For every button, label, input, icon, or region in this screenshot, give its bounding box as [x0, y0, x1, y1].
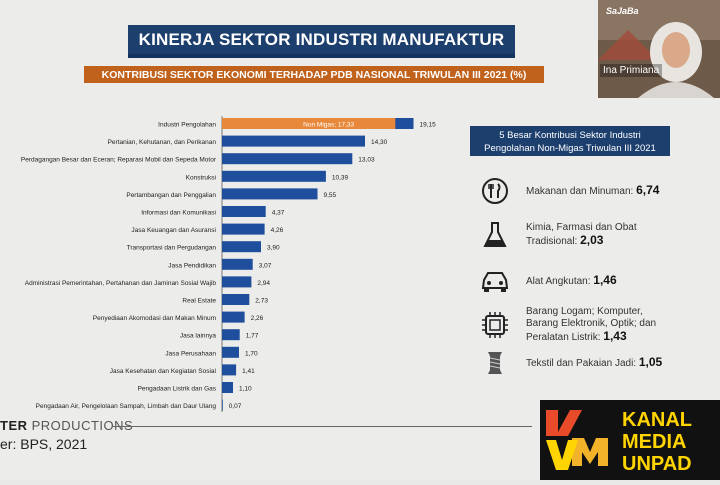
- category-label-13: Jasa Perusahaan: [165, 350, 216, 357]
- kanal-logo-mark: KANAL MEDIA UNPAD: [540, 400, 720, 480]
- value-label-4: 9,55: [324, 192, 337, 199]
- flask-icon: [480, 220, 510, 250]
- value-label-1: 14,30: [371, 139, 388, 146]
- bar-1: [222, 135, 365, 147]
- bar-5: [222, 206, 266, 217]
- top5-item-electronics: Barang Logam; Komputer, Barang Elektroni…: [480, 306, 670, 344]
- value-label-2: 13,03: [358, 157, 375, 164]
- top5-item-food: Makanan dan Minuman: 6,74: [480, 176, 670, 206]
- slide-title: KINERJA SEKTOR INDUSTRI MANUFAKTUR: [128, 25, 515, 58]
- category-label-10: Real Estate: [182, 298, 216, 305]
- chip-icon: [480, 310, 510, 340]
- value-label-0: 19,15: [420, 122, 437, 129]
- production-credit-rest: PRODUCTIONS: [31, 418, 134, 433]
- category-label-15: Pengadaan Listrik dan Gas: [138, 386, 217, 393]
- value-label-7: 3,90: [267, 245, 280, 252]
- value-label-9: 2,94: [257, 280, 270, 287]
- brand-line1: KANAL: [622, 409, 692, 431]
- bar-6: [222, 223, 265, 235]
- bar-highlight-nonmigas: [222, 118, 396, 129]
- value-label-12: 1,77: [246, 333, 259, 340]
- value-label-6: 4,26: [271, 227, 284, 234]
- bar-chart-svg: Non Migas; 17,33 Industri Pengolahan 19,15…: [21, 116, 437, 418]
- value-label-11: 2,26: [251, 315, 264, 322]
- value-label-3: 10,39: [332, 174, 349, 181]
- bar-10: [222, 294, 250, 305]
- bar-16: [222, 399, 223, 411]
- bar-2: [222, 153, 353, 165]
- category-label-3: Konstruksi: [186, 174, 216, 181]
- food-icon: [480, 176, 510, 206]
- bar-11: [222, 311, 245, 323]
- category-label-16: Pengadaan Air, Pengelolaan Sampah, Limba…: [36, 403, 217, 410]
- category-label-5: Informasi dan Komunikasi: [141, 210, 216, 217]
- brand-line3: UNPAD: [622, 453, 692, 475]
- top5-panel-header: 5 Besar Kontribusi Sektor Industri Pengo…: [470, 126, 670, 156]
- top5-panel: 5 Besar Kontribusi Sektor Industri Pengo…: [470, 126, 670, 401]
- category-label-14: Jasa Kesehatan dan Kegiatan Sosial: [110, 368, 217, 375]
- chart-subtitle: KONTRIBUSI SEKTOR EKONOMI TERHADAP PDB N…: [84, 66, 544, 83]
- top5-item-textile: Tekstil dan Pakaian Jadi: 1,05: [480, 348, 670, 378]
- bar-12: [222, 329, 240, 341]
- brand-line2: MEDIA: [622, 431, 686, 453]
- category-label-9: Administrasi Pemerintahan, Pertahanan da…: [25, 280, 217, 287]
- value-label-13: 1,70: [245, 350, 258, 357]
- webcam-video: SaJaBa: [598, 0, 720, 98]
- bar-8: [222, 258, 253, 270]
- top5-header-line2: Pengolahan Non-Migas Triwulan III 2021: [484, 143, 656, 154]
- value-label-14: 1,41: [242, 368, 255, 375]
- category-label-11: Penyediaan Akomodasi dan Makan Minum: [93, 315, 216, 322]
- top5-value-electronics: 1,43: [603, 329, 627, 343]
- bar-15: [222, 382, 233, 393]
- production-credit: TER PRODUCTIONS: [0, 418, 133, 433]
- bar-3: [222, 170, 326, 182]
- category-label-8: Jasa Pendidikan: [168, 262, 216, 269]
- top5-value-food: 6,74: [636, 183, 660, 197]
- top5-item-chemical: Kimia, Farmasi dan Obat Tradisional: 2,0…: [480, 220, 670, 250]
- bar-9: [222, 276, 252, 288]
- production-credit-bold: TER: [0, 418, 28, 433]
- top5-value-textile: 1,05: [638, 355, 663, 369]
- footer-divider: [112, 426, 532, 427]
- top5-label-vehicle: Alat Angkutan:: [526, 276, 591, 287]
- value-label-5: 4,37: [272, 210, 285, 217]
- value-label-16: 0,07: [229, 403, 242, 410]
- top5-label-food: Makanan dan Minuman:: [526, 186, 634, 197]
- category-label-2: Perdagangan Besar dan Eceran; Reparasi M…: [21, 157, 217, 164]
- value-label-10: 2,73: [255, 298, 268, 305]
- top5-item-vehicle: Alat Angkutan: 1,46: [480, 266, 670, 296]
- category-label-0: Industri Pengolahan: [158, 122, 216, 129]
- top5-label-electronics: Barang Logam; Komputer, Barang Elektroni…: [526, 306, 657, 343]
- thread-icon: [480, 348, 510, 378]
- top5-label-chemical: Kimia, Farmasi dan Obat Tradisional:: [526, 222, 637, 247]
- bar-7: [222, 241, 261, 253]
- car-icon: [480, 266, 510, 296]
- bar-highlight-label: Non Migas; 17,33: [303, 122, 354, 129]
- top5-label-textile: Tekstil dan Pakaian Jadi:: [526, 358, 637, 369]
- participant-name: Ina Primiana: [600, 64, 663, 77]
- bar-4: [222, 188, 318, 200]
- category-label-1: Pertanian, Kehutanan, dan Perikanan: [108, 139, 217, 146]
- corner-logo: SaJaBa: [606, 6, 639, 16]
- bar-14: [222, 364, 237, 376]
- top5-value-vehicle: 1,46: [593, 273, 617, 287]
- value-label-15: 1,10: [239, 386, 252, 393]
- top5-value-chemical: 2,03: [580, 233, 604, 247]
- bar-chart: Non Migas; 17,33 Industri Pengolahan 19,15…: [0, 112, 460, 418]
- category-label-12: Jasa lainnya: [180, 333, 217, 340]
- category-label-7: Transportasi dan Pergudangan: [127, 245, 217, 252]
- value-label-8: 3,07: [259, 262, 272, 269]
- category-label-6: Jasa Keuangan dan Asuransi: [131, 227, 216, 234]
- category-label-4: Pertambangan dan Penggalian: [126, 192, 216, 199]
- top5-header-line1: 5 Besar Kontribusi Sektor Industri: [499, 130, 641, 141]
- source-note: er: BPS, 2021: [0, 436, 88, 452]
- kanal-media-unpad-logo: KANAL MEDIA UNPAD: [540, 400, 720, 480]
- bar-13: [222, 346, 239, 358]
